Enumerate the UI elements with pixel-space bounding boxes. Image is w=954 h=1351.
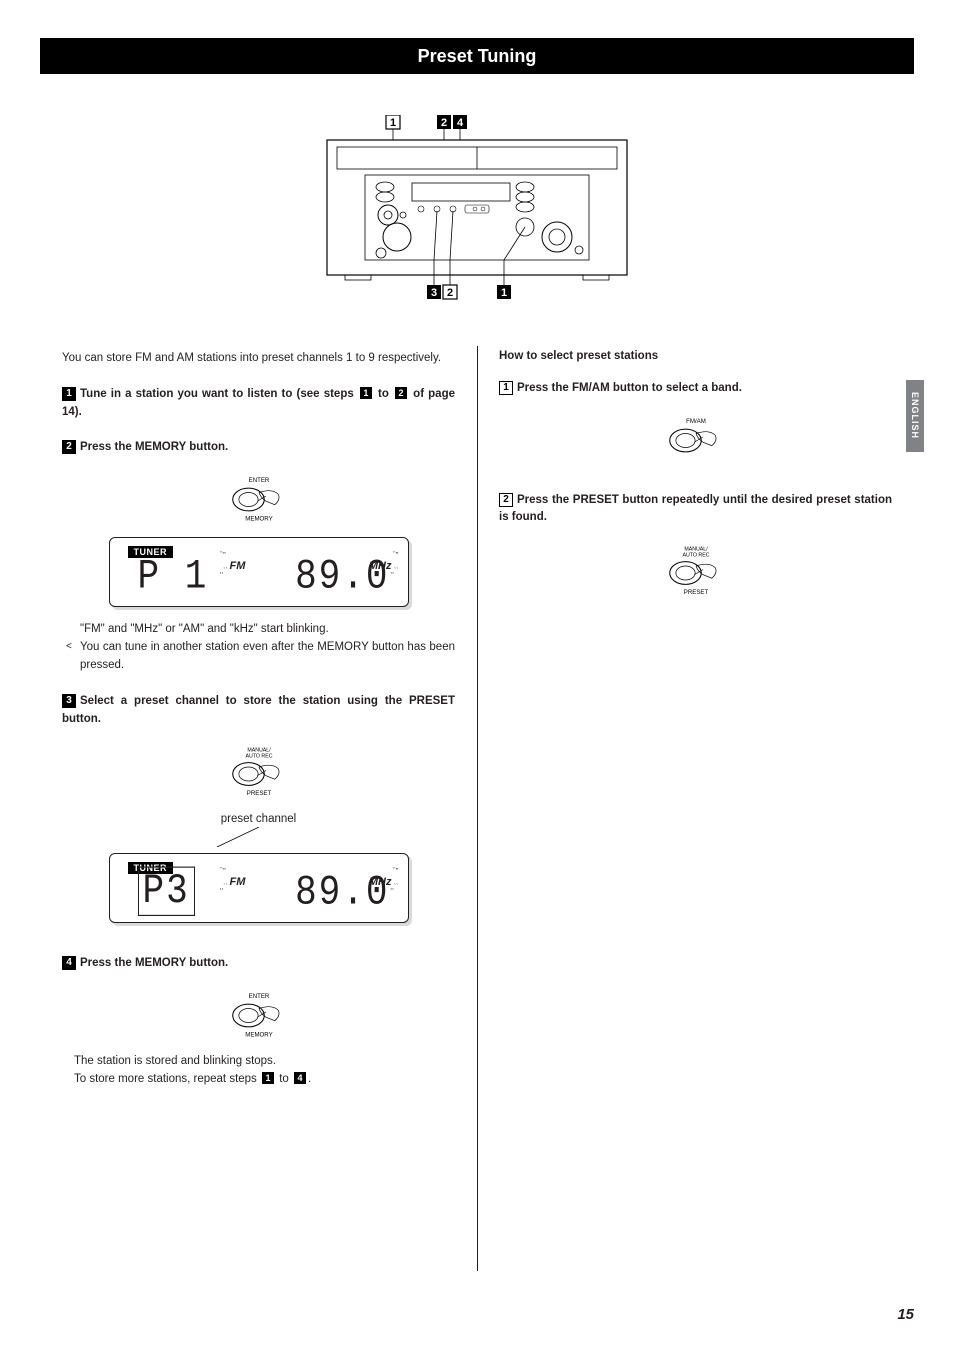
step-4-num: 4 — [62, 956, 76, 970]
lcd-display-1: TUNER `` ' ' FM , , ` ` `` ' ' MHz , , `… — [109, 537, 409, 607]
preset-button-illust-1: MANUAL/ AUTO REC PRESET — [62, 746, 455, 799]
right-step-2-num: 2 — [499, 493, 513, 507]
device-illustration: 1 2 4 — [307, 115, 647, 305]
fmam-button-illust: FM/AM — [499, 416, 892, 460]
preset-button-illust-2: MANUAL/ AUTO REC PRESET — [499, 545, 892, 598]
memory-button-illust-1: ENTER MEMORY — [62, 475, 455, 523]
device-diagram: 1 2 4 — [0, 115, 954, 305]
step-1: 1Tune in a station you want to listen to… — [62, 386, 455, 422]
step-3-num: 3 — [62, 694, 76, 708]
svg-text:MANUAL/: MANUAL/ — [247, 748, 271, 754]
note-tune-after: You can tune in another station even aft… — [62, 639, 455, 675]
page-title: Preset Tuning — [418, 46, 537, 67]
svg-text:MANUAL/: MANUAL/ — [684, 546, 708, 552]
page-title-bar: Preset Tuning — [40, 38, 914, 74]
note-blinking: "FM" and "MHz" or "AM" and "kHz" start b… — [62, 621, 455, 639]
page-number: 15 — [897, 1306, 914, 1323]
pointer-line — [169, 827, 349, 847]
content-columns: You can store FM and AM stations into pr… — [50, 350, 904, 1291]
column-divider — [477, 346, 478, 1271]
intro-text: You can store FM and AM stations into pr… — [62, 350, 455, 368]
svg-text:AUTO REC: AUTO REC — [245, 754, 272, 760]
closing-line-b: To store more stations, repeat steps 1 t… — [62, 1071, 455, 1089]
right-step-1: 1Press the FM/AM button to select a band… — [499, 380, 892, 398]
svg-text:ENTER: ENTER — [248, 477, 269, 484]
step-3: 3Select a preset channel to store the st… — [62, 693, 455, 729]
right-column: How to select preset stations 1Press the… — [477, 350, 904, 1291]
callout-4-solid: 4 — [457, 117, 464, 129]
preset-channel-caption: preset channel — [62, 813, 455, 825]
svg-text:ENTER: ENTER — [248, 993, 269, 1000]
callout-3-solid: 3 — [431, 287, 437, 299]
svg-text:PRESET: PRESET — [246, 790, 271, 797]
svg-text:PRESET: PRESET — [683, 589, 708, 596]
closing-line-a: The station is stored and blinking stops… — [62, 1053, 455, 1071]
callout-1-solid: 1 — [501, 287, 507, 299]
left-column: You can store FM and AM stations into pr… — [50, 350, 477, 1291]
memory-button-illust-2: ENTER MEMORY — [62, 991, 455, 1039]
callout-2-outline: 2 — [447, 287, 453, 299]
step-2-num: 2 — [62, 440, 76, 454]
svg-text:MEMORY: MEMORY — [245, 1031, 272, 1038]
step-4: 4Press the MEMORY button. — [62, 955, 455, 973]
right-step-1-num: 1 — [499, 381, 513, 395]
language-tab: ENGLISH — [906, 380, 924, 452]
svg-text:MEMORY: MEMORY — [245, 516, 272, 523]
step-2: 2Press the MEMORY button. — [62, 439, 455, 457]
lcd-display-2: TUNER `` ' ' FM , , ` ` `` ' ' MHz , , `… — [109, 853, 409, 923]
right-heading: How to select preset stations — [499, 350, 892, 362]
callout-2-solid: 2 — [441, 117, 447, 129]
svg-text:AUTO REC: AUTO REC — [682, 553, 709, 559]
step-1-num: 1 — [62, 387, 76, 401]
right-step-2: 2Press the PRESET button repeatedly unti… — [499, 492, 892, 528]
svg-text:FM/AM: FM/AM — [686, 418, 706, 425]
callout-1-outline: 1 — [390, 117, 396, 129]
